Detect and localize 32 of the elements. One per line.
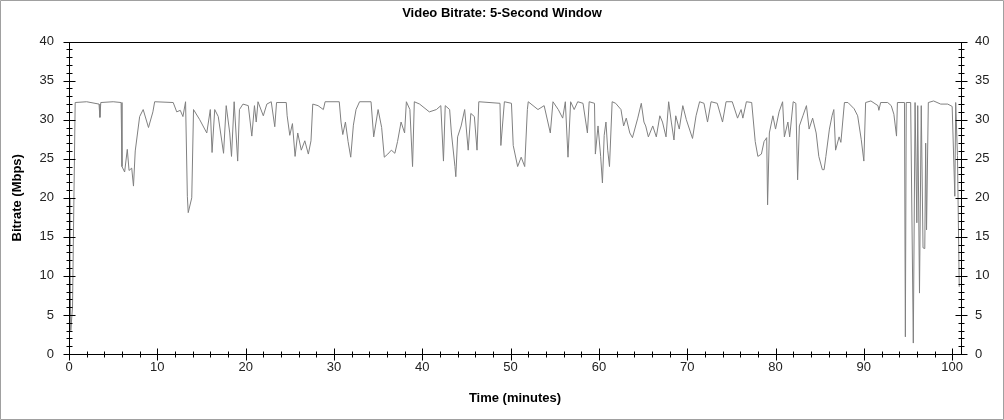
x-tick-label: 60 — [591, 359, 607, 375]
y2-tick-label: 5 — [975, 306, 983, 322]
y2-tick-label: 15 — [975, 228, 990, 244]
y-tick-label: 30 — [39, 111, 54, 127]
y2-tick-label: 30 — [975, 111, 990, 127]
y-tick-label: 20 — [39, 189, 54, 205]
x-tick-label: 10 — [150, 359, 165, 375]
y2-tick-label: 20 — [975, 189, 990, 205]
y2-tick-label: 25 — [975, 150, 990, 166]
y-tick-label: 25 — [39, 150, 54, 166]
y-tick-label: 35 — [39, 72, 54, 88]
y-tick-label: 15 — [39, 228, 54, 244]
y2-tick-label: 0 — [975, 345, 983, 361]
x-tick-label: 20 — [238, 359, 253, 375]
x-tick-label: 30 — [326, 359, 342, 375]
y2-tick-label: 40 — [975, 33, 990, 49]
y-tick-label: 5 — [46, 306, 54, 322]
y-tick-label: 10 — [39, 267, 54, 283]
x-tick-label: 40 — [415, 359, 430, 375]
y-tick-label: 40 — [39, 33, 54, 49]
x-tick-label: 70 — [679, 359, 695, 375]
chart-title: Video Bitrate: 5-Second Window — [402, 5, 603, 21]
y2-tick-label: 35 — [975, 72, 990, 88]
y-tick-label: 0 — [46, 345, 54, 361]
x-tick-label: 50 — [503, 359, 518, 375]
y2-tick-label: 10 — [975, 267, 990, 283]
x-axis-title: Time (minutes) — [468, 389, 562, 405]
y-axis-title: Bitrate (Mbps) — [9, 154, 25, 242]
x-tick-label: 100 — [941, 359, 964, 375]
x-tick-label: 0 — [65, 359, 73, 375]
x-tick-label: 90 — [856, 359, 872, 375]
x-tick-label: 80 — [768, 359, 783, 375]
